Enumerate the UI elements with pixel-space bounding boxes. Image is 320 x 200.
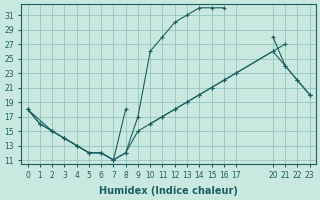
X-axis label: Humidex (Indice chaleur): Humidex (Indice chaleur) xyxy=(99,186,238,196)
